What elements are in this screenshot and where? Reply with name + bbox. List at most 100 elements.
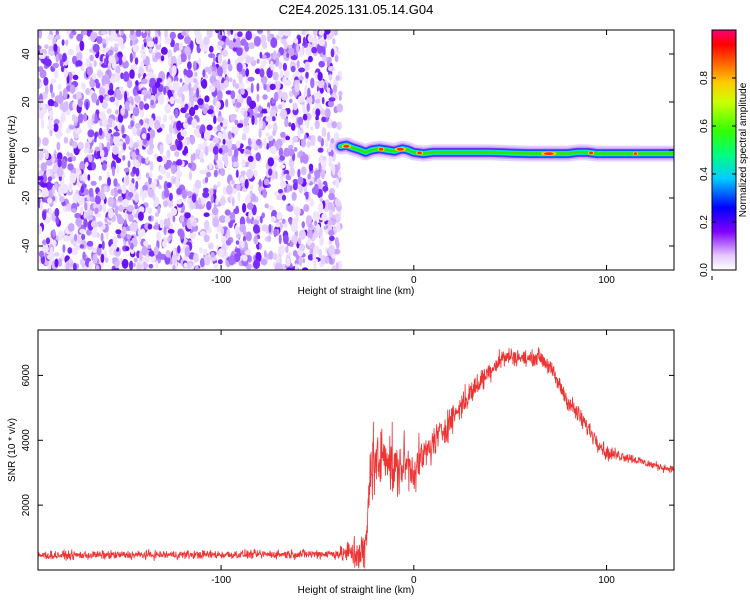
noise-speckle	[231, 179, 235, 185]
noise-speckle	[336, 222, 341, 233]
noise-speckle	[328, 73, 333, 81]
noise-speckle	[134, 95, 141, 103]
signal-hotspot	[589, 151, 594, 155]
noise-speckle	[122, 226, 127, 237]
noise-speckle	[217, 53, 222, 65]
noise-speckle	[240, 38, 247, 47]
noise-speckle	[307, 173, 312, 180]
noise-speckle	[199, 247, 203, 254]
noise-speckle	[53, 43, 58, 52]
noise-speckle	[221, 49, 228, 57]
noise-speckle	[85, 101, 89, 111]
noise-speckle	[38, 66, 44, 73]
noise-speckle	[253, 169, 258, 178]
noise-speckle	[217, 132, 223, 137]
noise-speckle	[265, 131, 270, 137]
noise-speckle	[56, 167, 64, 177]
noise-speckle	[146, 132, 151, 141]
noise-speckle	[100, 30, 108, 35]
noise-speckle	[164, 30, 168, 39]
noise-speckle	[111, 120, 116, 128]
noise-speckle	[61, 183, 69, 194]
noise-speckle	[289, 185, 293, 192]
noise-speckle	[222, 59, 228, 70]
noise-speckle	[113, 131, 120, 137]
noise-speckle	[190, 217, 194, 224]
noise-speckle	[252, 219, 260, 226]
noise-speckle	[305, 215, 313, 224]
noise-speckle	[256, 82, 260, 92]
noise-speckle	[324, 256, 330, 264]
noise-speckle	[203, 36, 210, 46]
spectrogram-y-tick-label: 0	[21, 147, 32, 153]
noise-speckle	[251, 142, 256, 149]
noise-speckle	[149, 160, 154, 172]
noise-speckle	[240, 88, 245, 95]
noise-speckle	[307, 253, 314, 261]
noise-speckle	[171, 65, 177, 76]
noise-speckle	[280, 108, 288, 120]
noise-speckle	[328, 192, 335, 201]
noise-speckle	[122, 198, 129, 208]
noise-speckle	[313, 210, 318, 221]
noise-speckle	[148, 250, 156, 257]
noise-speckle	[57, 157, 62, 168]
noise-speckle	[46, 181, 53, 191]
noise-speckle	[43, 173, 47, 184]
noise-speckle	[162, 155, 167, 165]
noise-speckle	[135, 30, 142, 37]
noise-speckle	[283, 70, 290, 79]
noise-speckle	[210, 252, 215, 258]
noise-speckle	[126, 234, 132, 240]
noise-speckle	[138, 233, 142, 243]
colorbar: 0.0 0.2 0.4 0.6 0.8 Normalized spectral ampl…	[699, 29, 749, 280]
noise-speckle	[79, 228, 86, 234]
noise-speckle	[231, 197, 235, 207]
noise-speckle	[155, 260, 159, 269]
noise-speckle	[288, 167, 295, 177]
noise-speckle	[284, 118, 289, 128]
noise-speckle	[202, 191, 210, 198]
noise-speckle	[99, 193, 106, 201]
noise-speckle	[331, 121, 338, 129]
noise-speckle	[156, 155, 163, 162]
noise-speckle	[166, 217, 171, 227]
noise-speckle	[306, 141, 311, 148]
noise-speckle	[292, 179, 299, 184]
noise-speckle	[67, 48, 74, 56]
noise-speckle	[50, 92, 55, 98]
noise-speckle	[90, 31, 96, 42]
noise-speckle	[335, 213, 341, 222]
signal-hotspot	[633, 152, 638, 156]
noise-speckle	[215, 30, 220, 34]
signal-hotspot	[417, 151, 422, 155]
noise-speckle	[266, 124, 273, 130]
noise-speckle	[230, 113, 238, 119]
noise-speckle	[327, 220, 333, 226]
noise-speckle	[142, 30, 146, 34]
noise-speckle	[149, 143, 155, 150]
noise-speckle	[160, 55, 165, 62]
noise-speckle	[162, 240, 167, 248]
noise-speckle	[141, 133, 147, 140]
noise-speckle	[259, 68, 265, 78]
noise-speckle	[132, 262, 136, 268]
noise-speckle	[206, 30, 213, 39]
noise-speckle	[83, 112, 88, 122]
noise-speckle	[115, 30, 119, 34]
noise-speckle	[236, 62, 243, 72]
noise-speckle	[139, 250, 143, 261]
noise-speckle	[304, 85, 308, 94]
noise-speckle	[237, 123, 244, 128]
noise-speckle	[184, 103, 189, 111]
noise-speckle	[224, 215, 231, 223]
noise-speckle	[72, 74, 79, 80]
noise-speckle	[259, 215, 263, 224]
noise-speckle	[109, 136, 113, 147]
noise-speckle	[237, 191, 241, 202]
noise-speckle	[286, 52, 290, 58]
noise-speckle	[203, 220, 210, 231]
noise-speckle	[195, 32, 203, 40]
noise-speckle	[196, 87, 200, 98]
